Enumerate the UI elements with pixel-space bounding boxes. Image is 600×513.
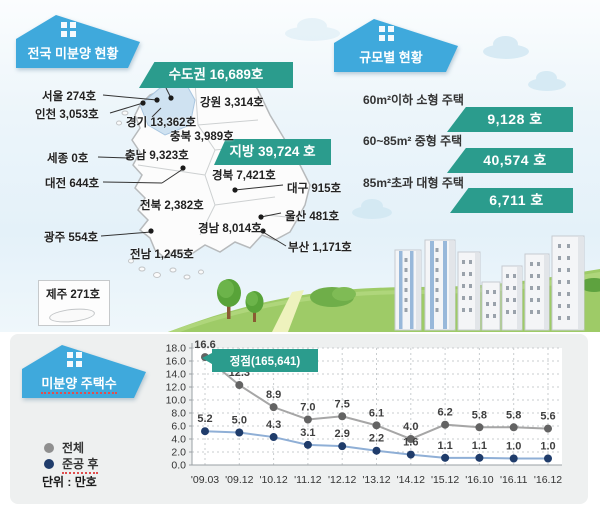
by-size-badge: 규모별 현황 [332, 16, 460, 74]
svg-text:'16.10: '16.10 [465, 474, 493, 486]
svg-text:1.0: 1.0 [540, 441, 555, 453]
svg-text:3.1: 3.1 [300, 427, 315, 439]
svg-text:5.8: 5.8 [506, 409, 521, 421]
svg-text:5.6: 5.6 [540, 411, 555, 423]
regional-total-badge: 지방 39,724 호 [214, 139, 331, 165]
svg-text:'16.12: '16.12 [534, 474, 562, 486]
legend-item-after-completion: 준공 후 [44, 455, 99, 474]
svg-text:4.0: 4.0 [403, 421, 418, 433]
svg-text:1.1: 1.1 [437, 440, 452, 452]
cloud-icon [285, 17, 340, 41]
svg-text:'13.12: '13.12 [362, 474, 390, 486]
region-label-jeju: 제주 271호 [46, 289, 101, 301]
region-label-gyeongbuk: 경북 7,421호 [212, 170, 276, 182]
size-label-medium: 60~85m² 중형 주택 [363, 134, 463, 148]
svg-text:'09.03: '09.03 [191, 474, 219, 486]
svg-text:18.0: 18.0 [166, 343, 187, 355]
legend-label-after-completion: 준공 후 [62, 457, 99, 474]
unsold-housing-line-chart: 0.02.04.06.08.010.012.014.016.018.0'09.0… [166, 339, 563, 486]
svg-text:4.3: 4.3 [266, 419, 281, 431]
svg-text:12.0: 12.0 [166, 382, 187, 394]
chart-title: 미분양 주택수 [41, 376, 117, 394]
region-label-busan: 부산 1,171호 [288, 242, 352, 254]
svg-text:1.0: 1.0 [506, 441, 521, 453]
svg-text:'14.12: '14.12 [397, 474, 425, 486]
korea-map [97, 74, 311, 280]
cloud-icon [528, 70, 566, 91]
svg-text:'16.11: '16.11 [500, 474, 528, 486]
region-label-chungnam: 충남 9,323호 [125, 150, 189, 162]
chart-unit-label: 단위 : 만호 [42, 475, 97, 489]
jeju-island-icon [48, 306, 96, 325]
national-status-title: 전국 미분양 현황 [27, 46, 119, 61]
svg-text:6.1: 6.1 [369, 407, 384, 419]
svg-text:'09.12: '09.12 [225, 474, 253, 486]
svg-text:16.6: 16.6 [194, 339, 215, 351]
size-value-small: 9,128 호 [447, 107, 573, 132]
svg-text:'12.12: '12.12 [328, 474, 356, 486]
region-label-jeonbuk: 전북 2,382호 [140, 200, 204, 212]
region-label-gangwon: 강원 3,314호 [200, 97, 264, 109]
svg-text:2.2: 2.2 [369, 433, 384, 445]
region-label-gyeonggi: 경기 13,362호 [126, 117, 197, 129]
svg-text:14.0: 14.0 [166, 369, 187, 381]
national-status-badge: 전국 미분양 현황 [14, 12, 142, 70]
size-value-medium: 40,574 호 [447, 148, 573, 173]
svg-text:6.2: 6.2 [437, 407, 452, 419]
chart-title-badge: 미분양 주택수 [20, 342, 148, 400]
jeju-inset-box: 제주 271호 [38, 280, 110, 326]
svg-text:16.0: 16.0 [166, 356, 187, 368]
legend-label-total: 전체 [62, 441, 85, 455]
region-label-ulsan: 울산 481호 [285, 211, 340, 223]
region-label-jeonnam: 전남 1,245호 [130, 249, 194, 261]
svg-text:7.5: 7.5 [335, 398, 350, 410]
svg-text:'15.12: '15.12 [431, 474, 459, 486]
svg-text:1.1: 1.1 [472, 440, 487, 452]
svg-text:2.9: 2.9 [335, 428, 350, 440]
by-size-title: 규모별 현황 [359, 50, 423, 65]
svg-text:5.2: 5.2 [197, 413, 212, 425]
region-label-sejong: 세종 0호 [47, 153, 89, 165]
region-label-gwangju: 광주 554호 [44, 232, 99, 244]
region-label-daejeon: 대전 644호 [45, 178, 100, 190]
cloud-icon [352, 198, 392, 219]
svg-text:6.0: 6.0 [171, 421, 186, 433]
svg-text:정점(165,641): 정점(165,641) [230, 354, 301, 368]
region-label-gyeongnam: 경남 8,014호 [198, 223, 262, 235]
svg-text:2.0: 2.0 [171, 447, 186, 459]
size-label-small: 60m²이하 소형 주택 [363, 93, 464, 107]
region-label-chungbuk: 충북 3,989호 [170, 131, 234, 143]
svg-text:8.0: 8.0 [171, 408, 186, 420]
svg-text:8.9: 8.9 [266, 389, 281, 401]
legend-dot-after-completion [44, 459, 54, 469]
svg-text:10.0: 10.0 [166, 395, 187, 407]
legend-item-total: 전체 [44, 439, 84, 456]
capital-total-badge: 수도권 16,689호 [139, 62, 293, 88]
legend-dot-total [44, 443, 54, 453]
svg-text:5.8: 5.8 [472, 409, 487, 421]
region-label-seoul: 서울 274호 [42, 91, 97, 103]
svg-text:4.0: 4.0 [171, 434, 186, 446]
svg-text:'11.12: '11.12 [294, 474, 322, 486]
svg-text:7.0: 7.0 [300, 402, 315, 414]
cloud-icon [483, 35, 529, 59]
region-label-daegu: 대구 915호 [287, 183, 342, 195]
svg-text:5.0: 5.0 [232, 415, 247, 427]
svg-text:1.6: 1.6 [403, 437, 418, 449]
svg-text:'10.12: '10.12 [259, 474, 287, 486]
region-label-incheon: 인천 3,053호 [35, 109, 99, 121]
size-value-large: 6,711 호 [450, 188, 573, 213]
size-label-large: 85m²초과 대형 주택 [363, 176, 464, 190]
buildings-illustration [394, 235, 585, 331]
svg-text:0.0: 0.0 [171, 460, 186, 472]
